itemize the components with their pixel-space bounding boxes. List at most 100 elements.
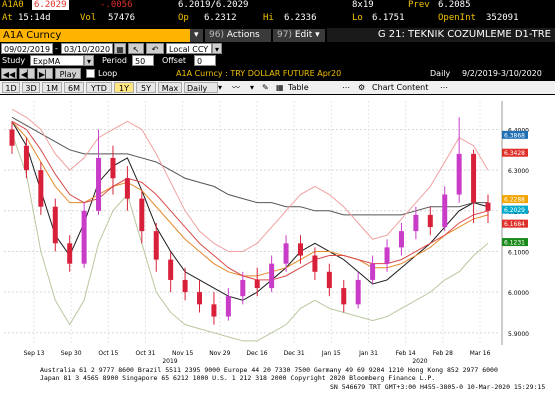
price-label-box <box>502 238 528 247</box>
x-tick-label: Sep 13 <box>24 350 45 357</box>
tab-5y[interactable]: 5Y <box>136 82 156 93</box>
candle-body <box>297 243 303 256</box>
line-chart-icon[interactable]: 〰 <box>232 83 240 92</box>
chevron-down-icon[interactable]: ▾ <box>250 83 255 92</box>
open-interest-label: OpenInt <box>438 13 476 23</box>
size: 8x19 <box>352 0 374 10</box>
y-tick-label: 5.9000 <box>508 331 529 338</box>
chart-lines <box>11 108 489 342</box>
frequency-select[interactable]: Daily <box>184 82 218 93</box>
period-field[interactable]: 50 <box>132 55 154 66</box>
footer: Australia 61 2 9777 8600 Brazil 5511 239… <box>0 365 555 400</box>
candle-body <box>471 153 477 203</box>
chevron-down-icon[interactable]: ▾ <box>212 43 222 54</box>
date-separator: - <box>55 44 58 53</box>
more-icon[interactable]: ⋯ <box>440 83 448 92</box>
candle-body <box>312 255 318 272</box>
x-tick-label: Jan 31 <box>358 350 378 357</box>
vol-label: Vol <box>80 13 97 23</box>
edit-label: Edit <box>294 30 313 40</box>
offset-field[interactable]: 0 <box>194 55 216 66</box>
candle-body <box>124 178 130 199</box>
x-tick-label: Dec 31 <box>284 350 305 357</box>
back-icon[interactable]: ◀▏ <box>19 68 35 79</box>
tab-1d[interactable]: 1D <box>2 82 20 93</box>
frequency-label: Daily <box>430 69 451 78</box>
price-label-box <box>502 148 528 157</box>
candle-body <box>67 243 73 264</box>
calendar-icon[interactable]: ▦ <box>114 43 126 54</box>
tab-1m[interactable]: 1M <box>42 82 62 93</box>
series-line <box>11 121 489 301</box>
chevron-down-icon[interactable]: ▾ <box>218 83 223 92</box>
open-label: Op <box>178 13 189 23</box>
actions-menu[interactable]: 96) Actions ▾ <box>205 29 271 53</box>
high-value: 6.2336 <box>284 13 317 23</box>
ticker-code: A1A0 <box>2 0 24 10</box>
bid-ask: 6.2019/6.2029 <box>178 0 249 10</box>
tab-ytd[interactable]: YTD <box>86 82 112 93</box>
step-icon[interactable]: ▶▏ <box>37 68 53 79</box>
price-labels: 6.3868 6.3428 6.2288 6.2029 6.1684 6.1231 <box>502 130 528 247</box>
end-date-field[interactable]: 03/10/2020 <box>61 43 113 54</box>
footer-line-1: Australia 61 2 9777 8600 Brazil 5511 239… <box>40 366 498 374</box>
candle-body <box>211 304 217 317</box>
tab-max[interactable]: Max <box>158 82 182 93</box>
table-button[interactable]: Table <box>288 83 309 92</box>
undo-icon[interactable]: ↶ <box>146 43 164 54</box>
actions-num: 96) <box>209 30 224 40</box>
y-tick-label: 6.0000 <box>508 290 529 297</box>
table-icon[interactable]: ▦ <box>276 83 284 92</box>
price-label: 6.2029 <box>504 207 525 214</box>
price-label: 6.1231 <box>504 240 525 247</box>
rewind-icon[interactable]: ◀◀ <box>1 68 17 79</box>
more-icon[interactable]: ⋯ <box>342 83 350 92</box>
price-label-box <box>502 205 528 214</box>
quote-row-2: At 15:14d Vol 57476 Op 6.2312 Hi 6.2336 … <box>0 13 555 25</box>
tab-1y[interactable]: 1Y <box>114 82 134 93</box>
chevron-down-icon[interactable]: ▾ <box>84 55 94 66</box>
pointer-icon[interactable]: ↖ <box>128 43 144 54</box>
x-tick-label: Nov 29 <box>209 350 230 357</box>
study-label: Study <box>2 56 26 65</box>
edit-menu[interactable]: 97) Edit ▾ <box>273 29 325 42</box>
low-value: 6.1751 <box>372 13 405 23</box>
candle-body <box>110 157 116 179</box>
x-tick-label: Nov 15 <box>172 350 193 357</box>
security-field[interactable]: A1A Curncy <box>0 29 190 42</box>
playback-row: ◀◀ ◀▏ ▶▏ Play Loop A1A Curncy : TRY DOLL… <box>0 67 555 80</box>
footer-line-2: Japan 81 3 4565 8900 Singapore 65 6212 1… <box>40 374 436 382</box>
draw-icon[interactable]: ✎ <box>262 83 269 92</box>
period-label: Period <box>102 56 127 65</box>
tab-3d[interactable]: 3D <box>22 82 40 93</box>
date-range-label: 9/2/2019-3/10/2020 <box>462 69 542 78</box>
candle-body <box>225 296 231 317</box>
security-description: A1A Curncy : TRY DOLLAR FUTURE Apr20 <box>176 69 342 78</box>
candle-body <box>38 170 44 207</box>
x-tick-label: Feb 28 <box>433 350 453 357</box>
candle-body <box>23 145 29 171</box>
footer-line-3: SN 546679 TRT GMT+3:00 H455-3805-0 10-Ma… <box>330 383 546 391</box>
tab-6m[interactable]: 6M <box>64 82 84 93</box>
study-select[interactable]: ExpMA <box>30 55 84 66</box>
chart-content-button[interactable]: Chart Content <box>372 83 429 92</box>
settings-icon[interactable]: ⚙ <box>358 83 366 92</box>
loop-checkbox[interactable] <box>86 69 95 78</box>
candle-body <box>398 231 404 248</box>
y-tick-label: 6.3000 <box>508 168 529 175</box>
candle-body <box>384 247 390 264</box>
currency-select[interactable]: Local CCY <box>166 43 212 54</box>
last-price: 6.2029 <box>32 0 69 10</box>
candle-body <box>370 263 376 280</box>
candle-body <box>442 194 448 228</box>
start-date-field[interactable]: 09/02/2019 <box>1 43 53 54</box>
dropdown-arrow-icon[interactable]: ▾ <box>190 29 203 42</box>
candle-body <box>341 288 347 305</box>
play-button[interactable]: Play <box>55 68 81 79</box>
price-label-box <box>502 219 528 228</box>
series-line <box>11 133 489 342</box>
candle-body <box>52 206 58 244</box>
series-line <box>11 120 489 281</box>
